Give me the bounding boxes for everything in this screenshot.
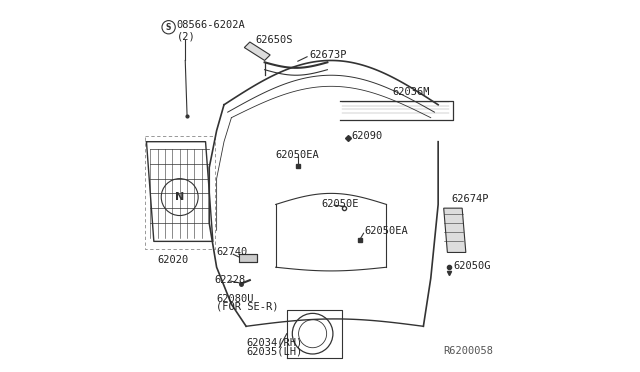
Text: 62050EA: 62050EA (276, 150, 319, 160)
Text: (FOR SE-R): (FOR SE-R) (216, 302, 278, 312)
Text: 62650S: 62650S (255, 35, 293, 45)
Polygon shape (444, 208, 466, 253)
Text: 62674P: 62674P (451, 194, 488, 204)
Text: 62050G: 62050G (454, 262, 491, 272)
Text: R6200058: R6200058 (444, 346, 493, 356)
Text: 62740: 62740 (216, 247, 248, 257)
Text: 62036M: 62036M (392, 87, 429, 97)
Text: 62673P: 62673P (309, 50, 346, 60)
Text: 08566-6202A: 08566-6202A (177, 20, 246, 31)
Polygon shape (244, 42, 270, 61)
Polygon shape (239, 254, 257, 262)
Text: N: N (175, 192, 184, 202)
Text: 62034(RH): 62034(RH) (246, 338, 303, 348)
Text: 62080U: 62080U (216, 294, 253, 304)
Text: 62090: 62090 (351, 131, 383, 141)
Text: (2): (2) (177, 32, 195, 41)
Text: 62050EA: 62050EA (364, 226, 408, 236)
Text: 62035(LH): 62035(LH) (246, 346, 303, 356)
Text: 62020: 62020 (157, 255, 189, 265)
Text: 62050E: 62050E (322, 199, 359, 209)
Text: 62228: 62228 (215, 275, 246, 285)
Text: S: S (166, 23, 172, 32)
